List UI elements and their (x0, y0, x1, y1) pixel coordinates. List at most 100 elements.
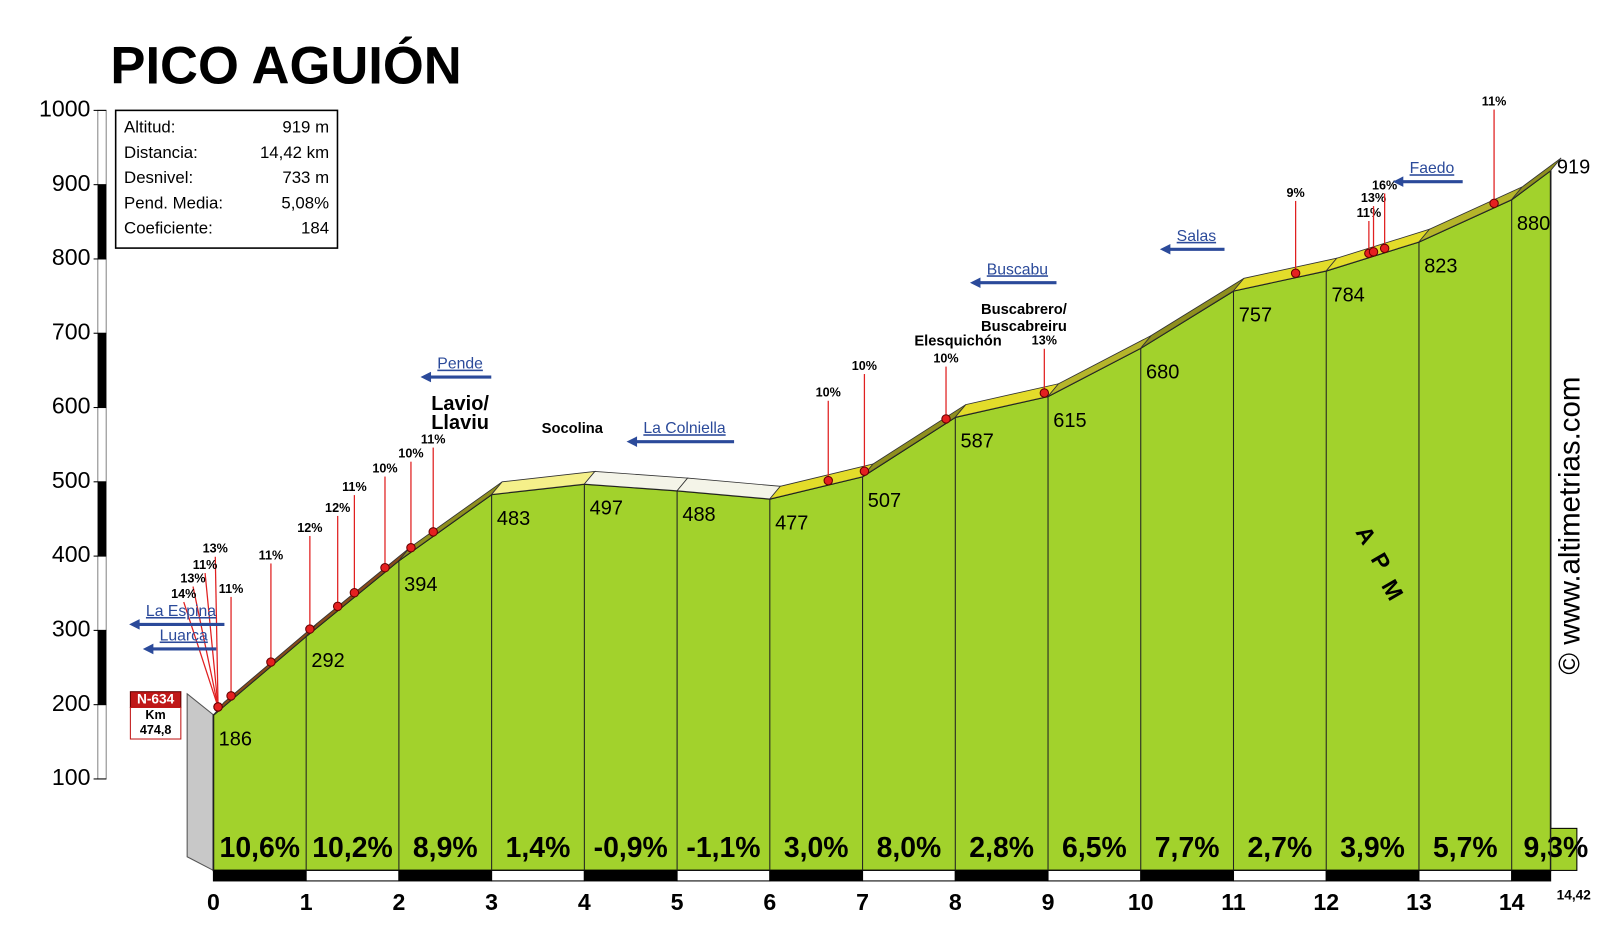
info-label: Desnivel: (124, 168, 193, 187)
grade-label: 11% (1482, 95, 1507, 109)
scale-block (212, 869, 307, 882)
x-tick-label: 3 (485, 889, 498, 915)
elevation-label: 757 (1239, 304, 1272, 326)
grade-label: 10% (816, 386, 841, 400)
place-label: Elesquichón (914, 333, 1001, 349)
place-label: Buscabrero/ (981, 302, 1067, 318)
x-tick-label: 7 (856, 889, 869, 915)
y-axis-block (97, 333, 107, 408)
scale-block (1418, 869, 1513, 882)
gradient-label: 9,3% (1524, 832, 1589, 864)
y-tick-label: 300 (52, 615, 91, 641)
x-tick-label: 0 (207, 889, 220, 915)
x-tick-label: 9 (1042, 889, 1055, 915)
y-tick-label: 900 (52, 170, 91, 196)
direction-label: La Espina (146, 603, 216, 620)
direction-arrowhead (420, 371, 432, 383)
gradient-label: -1,1% (686, 832, 760, 864)
grade-label: 9% (1287, 186, 1305, 200)
scale-block (1047, 869, 1142, 882)
grade-dot (406, 543, 416, 553)
x-tick-label: 14 (1499, 889, 1525, 915)
scale-block (1511, 869, 1552, 882)
gradient-label: 10,2% (312, 832, 392, 864)
grade-dot (428, 527, 438, 537)
grade-label: 13% (180, 571, 205, 585)
grade-label: 11% (193, 558, 218, 572)
place-label: Buscabreiru (981, 319, 1067, 335)
elevation-label: 919 (1557, 157, 1590, 179)
grade-label: 10% (372, 462, 397, 476)
y-axis-block (97, 630, 107, 705)
y-tick-label: 500 (52, 467, 91, 493)
elevation-label: 507 (868, 490, 901, 512)
elevation-label: 497 (590, 498, 623, 520)
scale-block (583, 869, 678, 882)
y-tick-label: 1000 (39, 95, 90, 121)
profile-area (212, 168, 1552, 872)
elevation-label: 483 (497, 508, 530, 530)
grade-label: 10% (933, 352, 958, 366)
info-label: Pend. Media: (124, 193, 223, 212)
direction-arrowhead (1392, 176, 1404, 187)
direction-label: La Colniella (643, 420, 726, 437)
grade-label: 13% (203, 542, 228, 556)
grade-label: 13% (1032, 334, 1057, 348)
grade-dot (1290, 268, 1301, 278)
elevation-label: 680 (1146, 362, 1179, 384)
y-axis-block (97, 481, 107, 557)
x-tick-label: 12 (1313, 889, 1339, 915)
grade-dot (859, 466, 870, 476)
gradient-label: 10,6% (220, 832, 300, 864)
grade-dot (1489, 198, 1499, 209)
info-value: 5,08% (281, 193, 329, 212)
direction-label: Luarca (160, 627, 208, 644)
scale-block (305, 869, 400, 882)
elevation-label: 615 (1053, 410, 1086, 432)
scale-block (1325, 869, 1420, 882)
elevation-label: 394 (404, 574, 437, 596)
scale-block (954, 869, 1049, 882)
direction-arrowhead (626, 436, 638, 447)
scale-block (1232, 869, 1327, 882)
grade-dot (213, 702, 223, 712)
x-tick-label: 5 (671, 889, 684, 915)
grade-pointer (204, 573, 219, 707)
direction-arrowhead (129, 619, 140, 630)
gradient-label: 7,7% (1155, 832, 1220, 864)
scale-block (398, 869, 493, 882)
grade-dot (1039, 388, 1050, 398)
x-tick-label: 10 (1128, 889, 1154, 915)
grade-label: 10% (398, 447, 423, 461)
grade-label: 11% (219, 582, 244, 596)
x-tick-label: 8 (949, 889, 962, 915)
direction-label: Salas (1177, 228, 1217, 245)
scale-block (491, 869, 585, 882)
info-label: Altitud: (124, 118, 175, 137)
grade-dot (332, 601, 343, 612)
chart-title: PICO AGUIÓN (110, 36, 461, 95)
grade-label: 16% (1372, 178, 1397, 192)
grade-dot (349, 587, 360, 598)
gradient-label: 1,4% (506, 832, 571, 864)
place-label: Llaviu (431, 412, 489, 434)
gradient-label: 8,0% (877, 832, 942, 864)
grade-dot (941, 414, 951, 424)
elevation-label: 477 (775, 512, 808, 534)
scale-block (1140, 869, 1235, 882)
road-sign-road: N-634 (137, 692, 175, 707)
gradient-label: 5,7% (1433, 832, 1498, 864)
info-value: 14,42 km (260, 143, 329, 162)
direction-label: Buscabu (987, 261, 1048, 278)
x-tick-label: 4 (578, 889, 591, 915)
direction-label: Faedo (1410, 160, 1455, 177)
elevation-label: 880 (1517, 213, 1550, 235)
end-block (1550, 827, 1578, 871)
grade-dot (305, 624, 315, 634)
y-tick-label: 700 (52, 318, 91, 344)
scale-block (676, 869, 771, 882)
grade-dot (1368, 247, 1379, 257)
grade-label: 11% (1357, 206, 1382, 220)
grade-dot (266, 657, 276, 667)
